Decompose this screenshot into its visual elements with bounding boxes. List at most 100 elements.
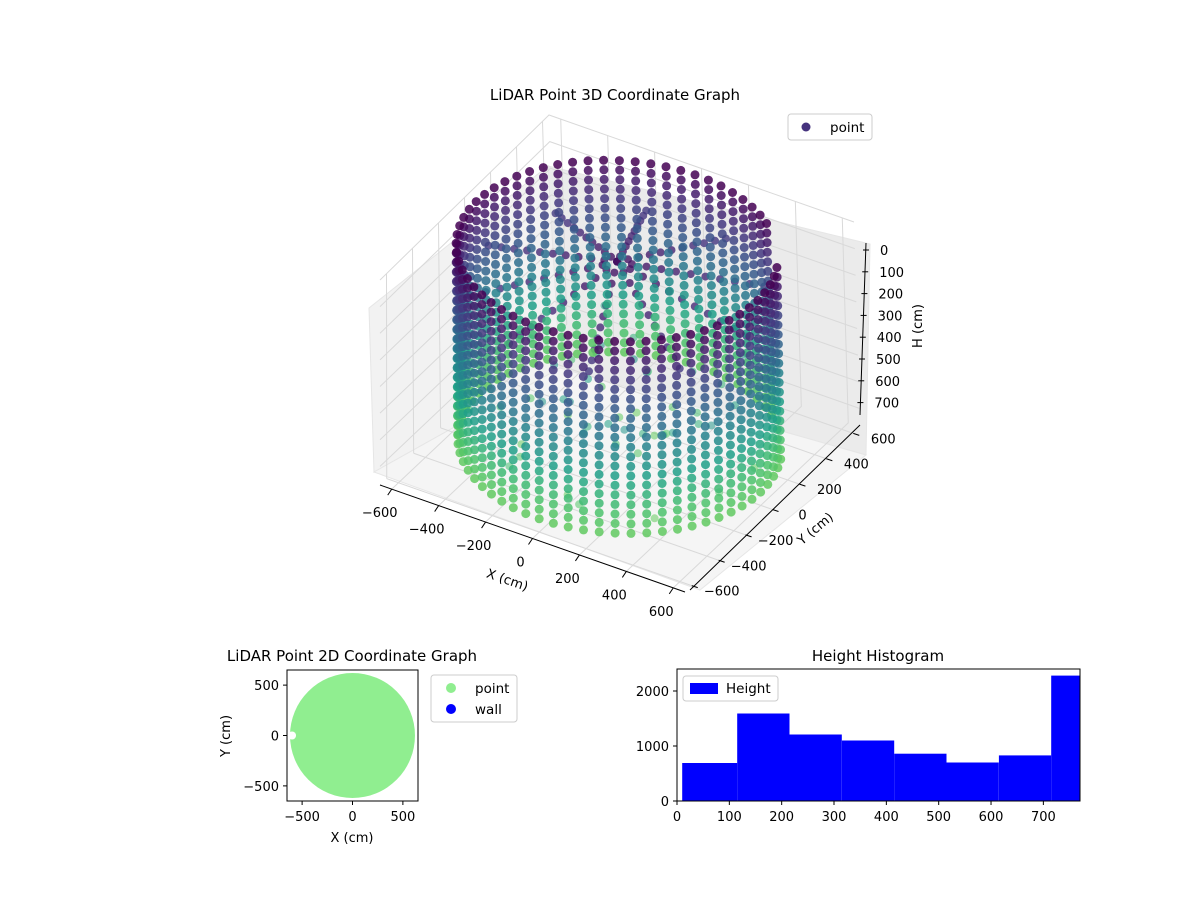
point-3d xyxy=(472,273,482,283)
point-3d xyxy=(657,469,667,479)
y-tick-label: 600 xyxy=(871,432,896,447)
point-3d xyxy=(563,330,573,340)
point-3d xyxy=(489,183,499,193)
point-3d xyxy=(604,419,613,428)
point-3d xyxy=(514,267,524,277)
point-3d xyxy=(713,407,723,417)
point-3d xyxy=(601,251,611,261)
point-3d xyxy=(619,328,629,338)
point-3d xyxy=(469,330,479,340)
point-3d xyxy=(584,204,594,214)
point-3d xyxy=(657,498,667,508)
point-3d xyxy=(749,260,759,270)
point-3d xyxy=(626,461,636,471)
point-3d xyxy=(534,476,544,485)
point-3d xyxy=(472,235,482,245)
point-3d xyxy=(534,504,544,514)
point-3d xyxy=(692,256,702,266)
point-3d xyxy=(642,490,652,499)
point-3d xyxy=(748,231,758,241)
grid-line-x xyxy=(391,119,568,490)
point-3d xyxy=(769,271,779,281)
point-3d xyxy=(748,250,758,260)
point-3d xyxy=(600,222,610,232)
point-3d xyxy=(663,238,673,248)
point-3d xyxy=(719,296,729,306)
point-3d xyxy=(694,314,704,324)
point-3d xyxy=(486,413,496,422)
point-3d xyxy=(486,384,496,394)
point-3d xyxy=(657,383,667,393)
point-3d xyxy=(747,494,757,504)
point-3d xyxy=(641,384,651,394)
grid-line-h xyxy=(379,114,855,281)
x-tick-label: 0 xyxy=(516,556,524,571)
point-3d xyxy=(700,431,710,441)
point-3d xyxy=(555,265,565,275)
point-3d xyxy=(631,176,641,186)
point-3d xyxy=(615,194,625,204)
point-3d xyxy=(490,212,500,221)
point-3d xyxy=(625,346,635,356)
z-tick-label: 500 xyxy=(876,353,901,368)
point-3d xyxy=(563,484,573,494)
point-3d xyxy=(477,328,487,338)
point-3d xyxy=(746,399,756,408)
point-3d xyxy=(728,207,738,217)
point-3d xyxy=(610,442,620,452)
point-3d xyxy=(578,448,588,458)
point-3d xyxy=(610,394,620,404)
point-3d xyxy=(477,319,487,329)
point-3d xyxy=(618,271,627,281)
point-3d xyxy=(515,305,524,315)
point-3d xyxy=(477,386,487,396)
point-3d xyxy=(731,303,741,312)
point-3d xyxy=(754,363,764,372)
point-3d xyxy=(501,225,511,235)
point-3d xyxy=(665,286,674,296)
point-3d xyxy=(735,357,745,367)
point-3d xyxy=(762,219,772,228)
point-3d xyxy=(687,464,697,474)
point-3d xyxy=(563,474,573,484)
point-3d xyxy=(679,290,689,300)
point-3d xyxy=(521,442,531,451)
point-3d xyxy=(521,336,531,346)
point-3d xyxy=(730,274,740,284)
point-3d xyxy=(642,451,651,461)
point-3d xyxy=(534,437,544,447)
point-3d xyxy=(497,372,507,382)
point-3d xyxy=(745,341,755,351)
point-3d xyxy=(477,395,487,405)
point-3d xyxy=(508,388,518,398)
point-3d xyxy=(601,232,611,242)
point-3d xyxy=(486,422,496,432)
point-3d xyxy=(556,303,566,313)
point-3d xyxy=(477,347,487,357)
point-3d xyxy=(616,204,626,213)
histogram-x-tick-label: 0 xyxy=(673,810,681,825)
point-3d xyxy=(694,304,704,314)
point-3d xyxy=(569,224,579,234)
histogram-bar xyxy=(1051,675,1080,801)
point-3d xyxy=(508,359,518,369)
point-3d xyxy=(713,436,723,446)
point-3d xyxy=(657,440,667,450)
point-3d xyxy=(762,247,772,257)
histogram-legend: Height xyxy=(682,675,779,702)
point-3d xyxy=(749,269,759,279)
point-3d xyxy=(641,394,651,404)
point-3d xyxy=(737,444,746,453)
histogram-y-tick-label: 2000 xyxy=(636,685,669,700)
point-3d xyxy=(736,376,746,386)
point-3d xyxy=(481,276,491,286)
point-3d xyxy=(527,301,537,311)
point-3d xyxy=(707,300,717,310)
point-3d xyxy=(594,469,604,479)
point-3d xyxy=(676,175,686,185)
point-3d xyxy=(700,412,710,422)
point-3d xyxy=(585,242,595,252)
point-3d xyxy=(491,279,501,289)
point-3d xyxy=(512,171,522,181)
point-3d xyxy=(477,338,487,348)
